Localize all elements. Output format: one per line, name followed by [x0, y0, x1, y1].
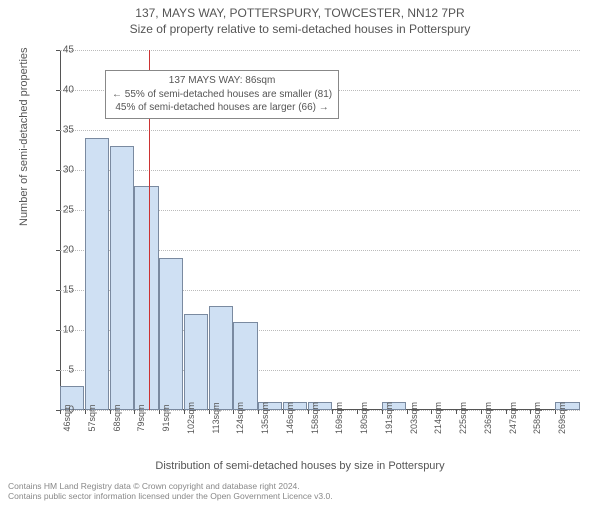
footer-line-2: Contains public sector information licen… [8, 491, 592, 502]
footer-line-1: Contains HM Land Registry data © Crown c… [8, 481, 592, 492]
x-tick-label: 258sqm [532, 402, 542, 434]
x-tick-label: 79sqm [136, 404, 146, 431]
x-tick-label: 180sqm [359, 402, 369, 434]
x-tick-label: 236sqm [483, 402, 493, 434]
y-axis-label: Number of semi-detached properties [18, 47, 30, 226]
histogram-bar [110, 146, 134, 410]
x-tick-label: 57sqm [87, 404, 97, 431]
histogram-bar [159, 258, 183, 410]
annotation-line-3: 45% of semi-detached houses are larger (… [112, 101, 332, 115]
x-tick-label: 102sqm [186, 402, 196, 434]
histogram-bar [233, 322, 257, 410]
x-tick-label: 113sqm [211, 402, 221, 433]
grid-line [60, 130, 580, 131]
y-tick-label: 10 [44, 325, 74, 336]
x-tick-label: 203sqm [409, 402, 419, 434]
histogram-bar [209, 306, 233, 410]
chart-titles: 137, MAYS WAY, POTTERSPURY, TOWCESTER, N… [0, 6, 600, 37]
chart-plot-area: 137 MAYS WAY: 86sqm← 55% of semi-detache… [60, 50, 580, 410]
x-tick-label: 247sqm [508, 402, 518, 434]
y-tick-label: 40 [44, 85, 74, 96]
x-tick-label: 124sqm [235, 402, 245, 434]
y-tick-label: 15 [44, 285, 74, 296]
x-tick-label: 158sqm [310, 402, 320, 434]
y-tick-label: 45 [44, 45, 74, 56]
y-tick-label: 35 [44, 125, 74, 136]
x-tick-label: 214sqm [433, 402, 443, 434]
x-tick-label: 225sqm [458, 402, 468, 434]
grid-line [60, 170, 580, 171]
y-tick-label: 30 [44, 165, 74, 176]
x-tick-label: 46sqm [62, 404, 72, 431]
x-tick-label: 91sqm [161, 404, 171, 431]
grid-line [60, 50, 580, 51]
annotation-line-2: ← 55% of semi-detached houses are smalle… [112, 88, 332, 102]
title-subtitle: Size of property relative to semi-detach… [0, 22, 600, 38]
x-tick-label: 169sqm [334, 402, 344, 434]
histogram-bar [134, 186, 158, 410]
histogram-bar [85, 138, 109, 410]
footer-attribution: Contains HM Land Registry data © Crown c… [8, 481, 592, 502]
y-tick-label: 5 [44, 365, 74, 376]
x-tick-label: 146sqm [285, 402, 295, 434]
y-tick-label: 20 [44, 245, 74, 256]
x-tick-label: 68sqm [112, 404, 122, 431]
x-tick-label: 269sqm [557, 402, 567, 434]
x-axis-title: Distribution of semi-detached houses by … [0, 460, 600, 472]
annotation-line-1: 137 MAYS WAY: 86sqm [112, 74, 332, 88]
title-address: 137, MAYS WAY, POTTERSPURY, TOWCESTER, N… [0, 6, 600, 22]
y-tick-label: 25 [44, 205, 74, 216]
histogram-bar [184, 314, 208, 410]
x-tick-label: 191sqm [384, 402, 394, 434]
y-axis-line [60, 50, 61, 410]
annotation-box: 137 MAYS WAY: 86sqm← 55% of semi-detache… [105, 70, 339, 119]
x-tick-label: 135sqm [260, 402, 270, 434]
